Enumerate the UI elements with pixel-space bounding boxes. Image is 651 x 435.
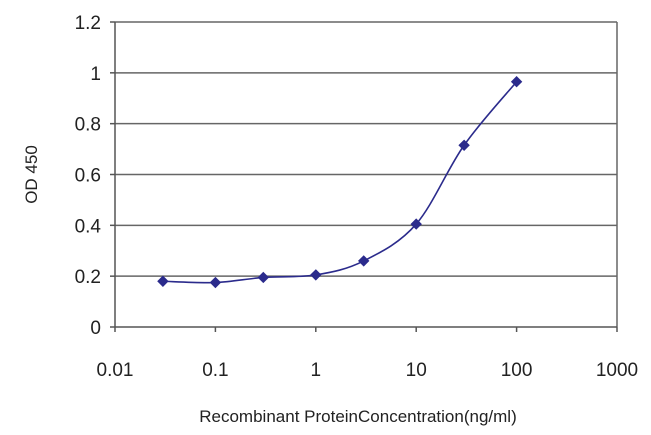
y-tick-label: 0.4: [75, 216, 102, 237]
series-line-0: [162, 81, 518, 284]
y-tick-label: 0.8: [75, 115, 101, 136]
grid-lines: [115, 21, 617, 277]
y-tick-label: 0: [90, 318, 101, 339]
data-point-marker: [510, 76, 523, 88]
x-tick-label: 100: [501, 360, 533, 381]
tick-labels: 0 0.2 0.4 0.6 0.8 1 1.2 0.01 0.1 1 10 100 1000: [75, 13, 639, 381]
x-tick-label: 10: [406, 360, 427, 381]
data-point-marker: [157, 275, 169, 287]
x-tick-label: 0.01: [97, 360, 134, 381]
data-point-marker: [310, 269, 322, 281]
data-series: [157, 76, 523, 289]
x-tick-label: 0.1: [202, 360, 228, 381]
y-axis-title: OD 450: [22, 145, 41, 204]
data-point-marker: [357, 255, 370, 267]
axes: [110, 21, 618, 332]
x-tick-label: 1000: [596, 360, 638, 381]
x-tick-label: 1: [311, 360, 322, 381]
x-axis-title: Recombinant ProteinConcentration(ng/ml): [199, 407, 517, 426]
data-point-marker: [458, 139, 470, 151]
y-tick-label: 1.2: [75, 13, 101, 34]
data-point-marker: [209, 276, 222, 289]
y-tick-label: 0.6: [75, 166, 101, 187]
data-point-marker: [410, 218, 422, 230]
y-tick-label: 0.2: [75, 267, 101, 288]
y-tick-label: 1: [90, 64, 101, 85]
data-point-marker: [257, 271, 270, 284]
